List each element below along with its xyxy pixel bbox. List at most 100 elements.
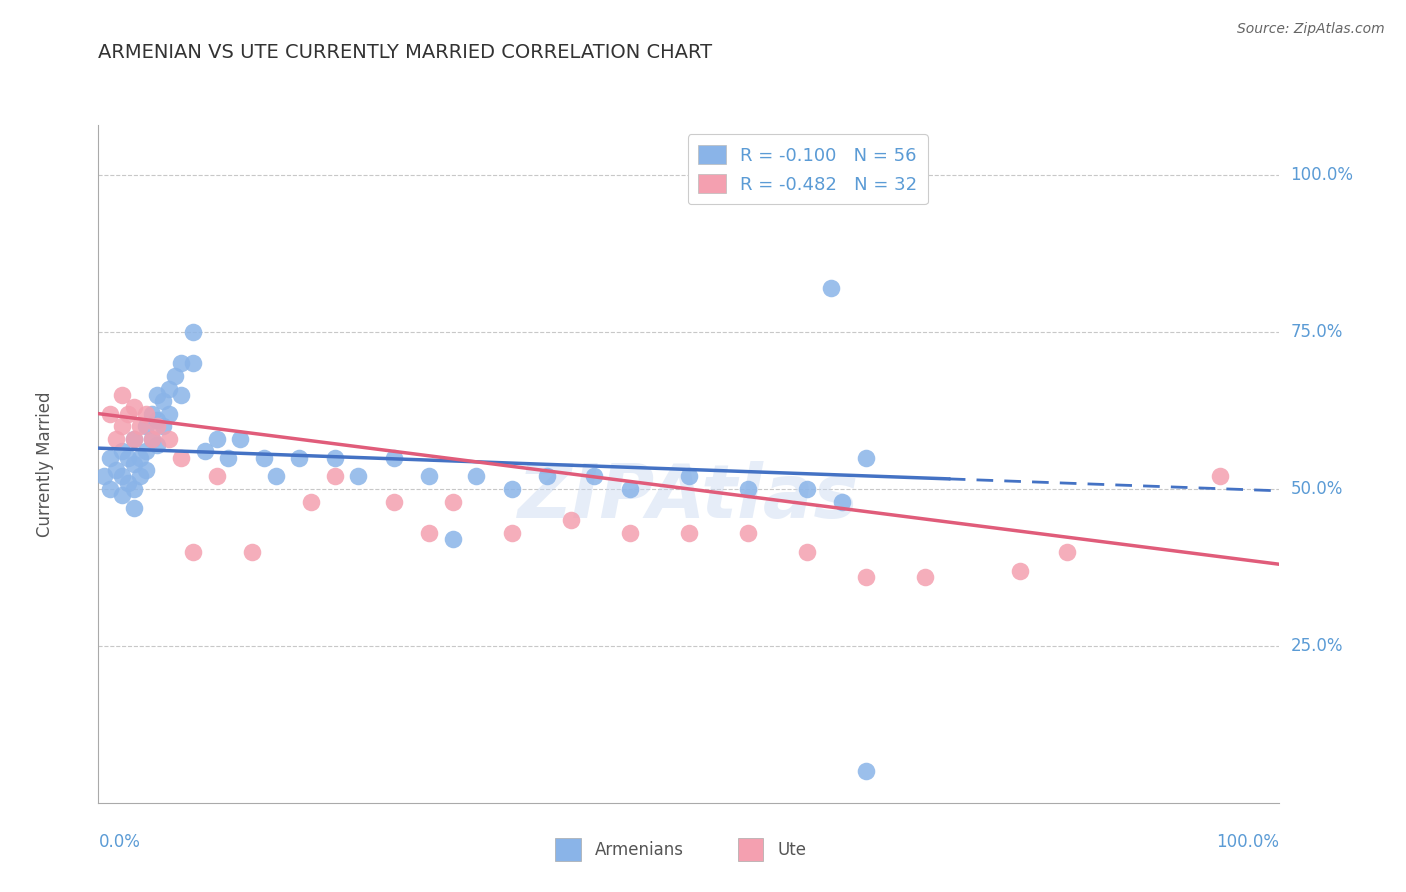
- Point: [820, 281, 842, 295]
- Point: [157, 382, 180, 396]
- Point: [111, 488, 134, 502]
- Point: [205, 432, 228, 446]
- Point: [1056, 545, 1078, 559]
- Point: [128, 469, 150, 483]
- Point: [111, 444, 134, 458]
- Point: [128, 450, 150, 465]
- Point: [205, 469, 228, 483]
- Point: [122, 401, 145, 415]
- Point: [135, 444, 157, 458]
- Point: [181, 325, 204, 339]
- Text: 75.0%: 75.0%: [1291, 323, 1343, 341]
- Point: [135, 407, 157, 421]
- Point: [117, 450, 139, 465]
- Point: [855, 570, 877, 584]
- Point: [382, 494, 405, 508]
- Point: [111, 388, 134, 402]
- Point: [619, 482, 641, 496]
- Point: [170, 388, 193, 402]
- Text: Armenians: Armenians: [595, 841, 683, 859]
- Point: [128, 419, 150, 434]
- Text: ZIPAtlas: ZIPAtlas: [519, 461, 859, 534]
- Point: [299, 494, 322, 508]
- Point: [382, 450, 405, 465]
- Point: [152, 394, 174, 409]
- Point: [165, 368, 187, 383]
- Point: [117, 407, 139, 421]
- Point: [619, 525, 641, 540]
- Point: [122, 432, 145, 446]
- Point: [146, 413, 169, 427]
- Point: [441, 494, 464, 508]
- Text: 25.0%: 25.0%: [1291, 637, 1343, 655]
- Point: [323, 469, 346, 483]
- Point: [98, 407, 121, 421]
- Point: [122, 482, 145, 496]
- Point: [288, 450, 311, 465]
- Point: [111, 419, 134, 434]
- Text: 100.0%: 100.0%: [1216, 833, 1279, 851]
- Point: [264, 469, 287, 483]
- Point: [135, 463, 157, 477]
- Point: [181, 545, 204, 559]
- Point: [93, 469, 115, 483]
- Point: [583, 469, 606, 483]
- Point: [181, 356, 204, 370]
- Point: [323, 450, 346, 465]
- Point: [678, 469, 700, 483]
- Point: [105, 463, 128, 477]
- Point: [1008, 564, 1031, 578]
- Point: [122, 500, 145, 515]
- Point: [465, 469, 488, 483]
- Point: [229, 432, 252, 446]
- Point: [914, 570, 936, 584]
- Legend: R = -0.100   N = 56, R = -0.482   N = 32: R = -0.100 N = 56, R = -0.482 N = 32: [688, 134, 928, 204]
- Point: [737, 525, 759, 540]
- Point: [122, 432, 145, 446]
- Text: Currently Married: Currently Married: [37, 391, 55, 537]
- Point: [141, 432, 163, 446]
- Text: 50.0%: 50.0%: [1291, 480, 1343, 498]
- Point: [678, 525, 700, 540]
- Point: [560, 513, 582, 527]
- Point: [253, 450, 276, 465]
- Point: [122, 457, 145, 471]
- Text: Ute: Ute: [778, 841, 807, 859]
- Point: [141, 432, 163, 446]
- Text: 100.0%: 100.0%: [1291, 166, 1354, 184]
- Point: [418, 469, 440, 483]
- Point: [240, 545, 263, 559]
- Point: [855, 450, 877, 465]
- Text: ARMENIAN VS UTE CURRENTLY MARRIED CORRELATION CHART: ARMENIAN VS UTE CURRENTLY MARRIED CORREL…: [98, 44, 713, 62]
- Point: [135, 419, 157, 434]
- Point: [105, 432, 128, 446]
- Text: 0.0%: 0.0%: [98, 833, 141, 851]
- Point: [141, 407, 163, 421]
- Point: [855, 764, 877, 779]
- Point: [737, 482, 759, 496]
- Point: [117, 475, 139, 490]
- Text: Source: ZipAtlas.com: Source: ZipAtlas.com: [1237, 22, 1385, 37]
- Point: [796, 482, 818, 496]
- Point: [536, 469, 558, 483]
- Point: [111, 469, 134, 483]
- Point: [501, 525, 523, 540]
- Point: [194, 444, 217, 458]
- Point: [796, 545, 818, 559]
- Point: [1209, 469, 1232, 483]
- Point: [98, 450, 121, 465]
- Point: [441, 532, 464, 546]
- Point: [157, 407, 180, 421]
- Point: [152, 419, 174, 434]
- Point: [418, 525, 440, 540]
- Point: [157, 432, 180, 446]
- Point: [347, 469, 370, 483]
- Point: [170, 450, 193, 465]
- Point: [146, 419, 169, 434]
- Point: [831, 494, 853, 508]
- Point: [146, 438, 169, 452]
- Point: [217, 450, 239, 465]
- Point: [170, 356, 193, 370]
- Point: [98, 482, 121, 496]
- Point: [501, 482, 523, 496]
